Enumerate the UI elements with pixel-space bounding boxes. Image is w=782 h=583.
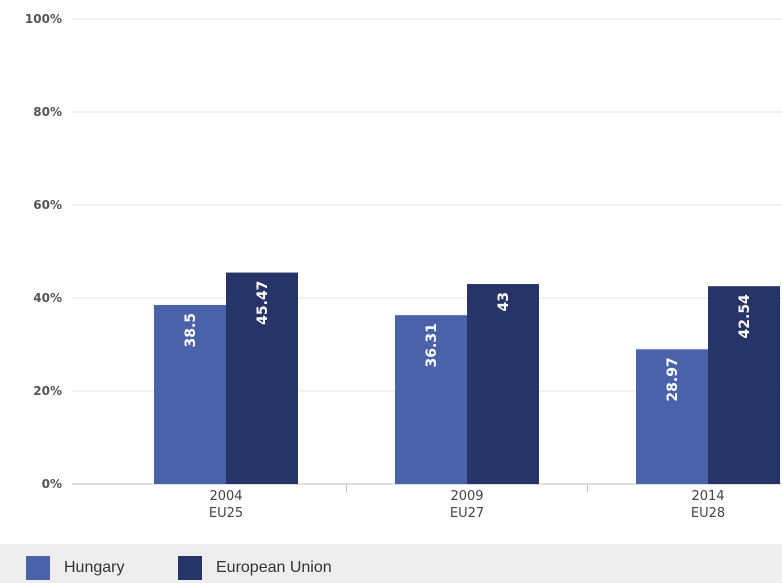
bar-value-label: 42.54 [737,294,753,339]
y-tick-label: 0% [42,477,62,491]
y-tick-label: 80% [33,105,62,119]
legend-label-hungary: Hungary [64,559,125,576]
x-tick-label-group: EU28 [691,506,725,521]
legend-swatch-hungary [26,556,50,580]
bar [154,304,226,484]
bar [708,286,780,484]
legend: Hungary European Union [0,544,782,583]
bar-chart: 0% 20% 40% 60% 80% 100% 38.5 45.47 2004 EU25 36.31… [25,12,782,521]
y-tick-label: 40% [33,291,62,305]
bar [226,272,298,484]
x-tick-label-group: EU27 [450,506,484,521]
bar [467,284,539,484]
bar-value-label: 28.97 [665,357,681,401]
bar-value-label: 38.5 [183,313,199,348]
legend-swatch-european-union [178,556,202,580]
legend-item-hungary[interactable]: Hungary [26,556,124,580]
x-tick-label-year: 2004 [209,489,242,504]
x-tick-label-group: EU25 [209,506,243,521]
bar-value-label: 36.31 [424,323,440,367]
x-tick-label-year: 2009 [450,489,483,504]
bar [395,315,467,484]
legend-item-european-union[interactable]: European Union [178,556,332,580]
bar-value-label: 43 [496,292,512,311]
y-tick-label: 60% [33,198,62,212]
y-tick-label: 100% [25,12,62,26]
bar-value-label: 45.47 [255,281,271,325]
y-tick-label: 20% [33,384,62,398]
bar [636,349,708,484]
x-tick-label-year: 2014 [691,489,724,504]
legend-label-european-union: European Union [216,559,332,576]
